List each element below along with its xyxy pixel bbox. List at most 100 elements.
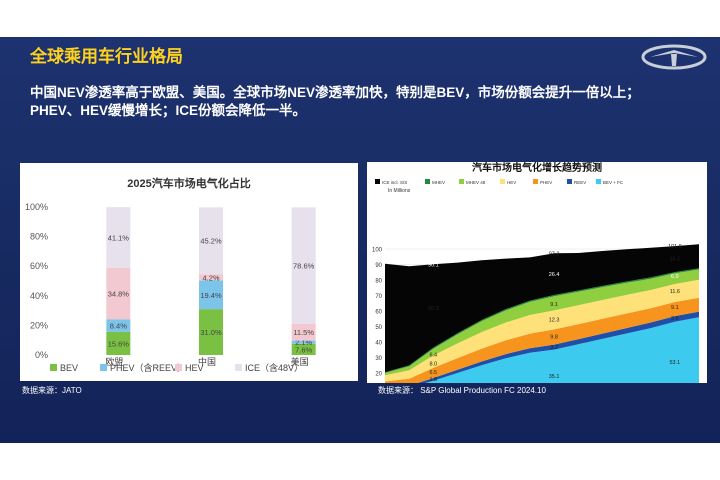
- y-axis-label: In Millions: [388, 188, 411, 194]
- y-tick-label: 50: [375, 325, 382, 331]
- area-series: [385, 269, 699, 376]
- bar-segment: [291, 343, 316, 355]
- legend-swatch: [175, 364, 182, 371]
- area-data-label: 26.4: [549, 272, 560, 278]
- legend-swatch: [567, 179, 572, 184]
- bar-segment: [106, 207, 131, 268]
- legend-label: MHEV: [432, 180, 445, 185]
- bar-data-label: 2.1%: [295, 338, 312, 347]
- area-data-label: 101.9: [668, 244, 682, 250]
- legend-label: ICE incl. S/S: [382, 180, 407, 185]
- legend-swatch: [100, 364, 107, 371]
- bar-segment: [106, 267, 131, 320]
- area-data-label: 3.6: [671, 316, 679, 322]
- legend-swatch: [596, 179, 601, 184]
- area-series: [385, 297, 699, 387]
- y-tick-label: 90: [375, 263, 382, 269]
- area-series: [385, 311, 699, 389]
- area-data-label: 53.1: [669, 360, 680, 366]
- x-category-label: 欧盟: [105, 356, 123, 367]
- y-tick-label: 100: [372, 248, 383, 254]
- bar-data-label: 8.4%: [110, 322, 127, 331]
- bar-segment: [199, 309, 223, 355]
- y-tick-label: 80: [375, 279, 382, 285]
- y-tick-label: 30: [375, 356, 382, 362]
- bar-data-label: 4.2%: [202, 273, 219, 282]
- bar-segment: [291, 323, 316, 341]
- chart-title: 2025汽车市场电气化占比: [127, 176, 250, 190]
- legend-swatch: [425, 179, 430, 184]
- bar-data-label: 31.0%: [200, 328, 222, 337]
- legend-label: PHEV: [540, 180, 552, 185]
- area-data-label: 16.2: [669, 256, 680, 262]
- y-tick-label: 40: [375, 341, 382, 347]
- legend-swatch: [500, 179, 505, 184]
- area-series: [385, 279, 699, 382]
- chart-title: 汽车市场电气化增长趋势预测: [472, 162, 602, 174]
- bar-segment: [291, 207, 316, 324]
- bar-data-label: 34.8%: [108, 290, 130, 299]
- area-data-label: 6.9: [671, 274, 679, 280]
- bar-segment: [199, 207, 223, 275]
- bar-segment: [291, 340, 316, 344]
- right-chart-source: 数据来源： S&P Global Production FC 2024.10: [378, 386, 546, 395]
- area-data-label: 90.1: [428, 262, 439, 268]
- bar-data-label: 19.4%: [200, 291, 222, 300]
- brand-logo-icon: [641, 44, 707, 70]
- y-tick-label: 40%: [30, 291, 48, 301]
- area-data-label: 12.3: [549, 318, 560, 324]
- bar-data-label: 78.6%: [293, 261, 315, 270]
- legend-label: HEV: [507, 180, 516, 185]
- slide-title: 全球乘用车行业格局: [30, 47, 183, 66]
- slide: 全球乘用车行业格局 中国NEV渗透率高于欧盟、美国。全球市场NEV渗透率加快，特…: [0, 37, 720, 443]
- electrification-share-chart: 2025汽车市场电气化占比 0% 20% 40% 60% 80% 100% 15.6% 8.4%…: [25, 176, 316, 373]
- y-tick-label: 20: [375, 372, 382, 378]
- area-data-label: 9.8: [550, 335, 558, 341]
- legend-swatch: [459, 179, 464, 184]
- x-category-label: 美国: [291, 356, 309, 367]
- area-series: [385, 317, 699, 404]
- legend-label: BEV: [60, 363, 78, 373]
- area-data-label: 8.0: [429, 362, 437, 368]
- y-tick-label: 70: [375, 294, 382, 300]
- y-tick-label: 80%: [30, 232, 48, 242]
- y-tick-label: 100%: [25, 202, 48, 212]
- left-chart-panel: 2025汽车市场电气化占比 0% 20% 40% 60% 80% 100% 15.6% 8.4%…: [20, 163, 358, 381]
- bar-data-label: 7.6%: [295, 345, 312, 354]
- bar-segment: [106, 319, 131, 332]
- area-data-label: 35.1: [549, 374, 560, 380]
- bar-data-label: 45.2%: [200, 237, 222, 246]
- y-tick-label: 60: [375, 310, 382, 316]
- legend-label: BEV + FC: [603, 180, 624, 185]
- legend-label: ICE（含48V）: [245, 362, 303, 373]
- area-data-label: 6.4: [429, 352, 437, 358]
- bar-data-label: 11.5%: [293, 328, 314, 337]
- x-category-label: 中国: [198, 356, 216, 367]
- area-series: [385, 244, 699, 373]
- area-data-label: 3.2: [550, 345, 558, 351]
- area-data-label: 97.2: [549, 251, 560, 257]
- area-data-label: 11.6: [670, 289, 680, 295]
- bar-data-label: 15.6%: [108, 339, 130, 348]
- y-tick-label: 0%: [35, 350, 48, 360]
- y-tick-label: 20%: [30, 320, 48, 330]
- legend-swatch: [375, 179, 380, 184]
- legend-swatch: [50, 364, 57, 371]
- y-tick-label: 60%: [30, 261, 48, 271]
- bar-segment: [199, 280, 223, 310]
- legend-swatch: [533, 179, 538, 184]
- legend-swatch: [235, 364, 242, 371]
- legend-label: HEV: [185, 363, 204, 373]
- area-data-label: 50.3: [428, 306, 439, 312]
- bar-segment: [106, 331, 131, 355]
- bar-data-label: 41.1%: [108, 234, 130, 243]
- bar-segment: [199, 274, 223, 281]
- area-data-label: 9.1: [550, 302, 558, 308]
- legend-label: PHEV（含REEV）: [110, 362, 186, 373]
- slide-description: 中国NEV渗透率高于欧盟、美国。全球市场NEV渗透率加快，特别是BEV，市场份额…: [30, 85, 640, 118]
- left-chart-source: 数据来源：JATO: [22, 386, 82, 395]
- area-data-label: 6.5: [429, 370, 437, 376]
- right-chart-panel: 汽车市场电气化增长趋势预测 ICE incl. S/S MHEV MHEV 48 HEV…: [367, 161, 707, 415]
- legend-label: MHEV 48: [466, 180, 486, 185]
- area-data-label: 9.1: [671, 305, 679, 311]
